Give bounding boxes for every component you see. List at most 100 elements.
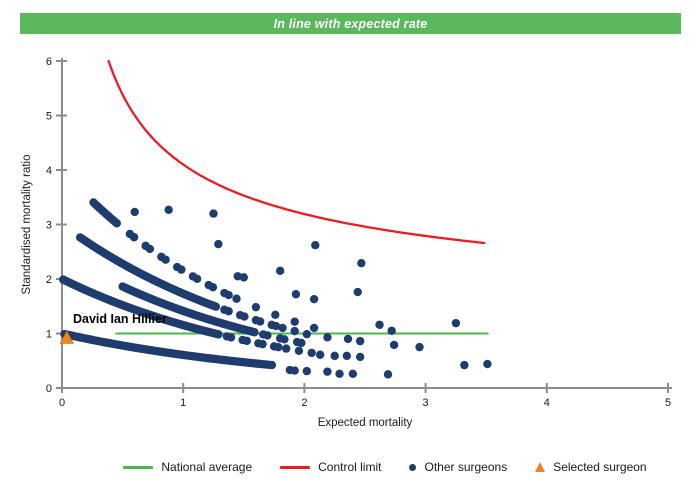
- data-point: [323, 367, 332, 376]
- data-point: [375, 320, 384, 329]
- data-point: [240, 312, 249, 321]
- data-point: [309, 323, 319, 333]
- data-point: [211, 302, 221, 311]
- legend-item-control-limit: Control limit: [280, 460, 381, 474]
- x-tick-label: 5: [665, 397, 671, 409]
- data-point: [226, 333, 236, 342]
- data-point: [389, 340, 399, 350]
- data-point: [250, 328, 259, 337]
- data-point: [387, 326, 396, 335]
- legend-item-national-average: National average: [123, 460, 252, 474]
- data-point: [335, 369, 344, 379]
- data-point: [164, 205, 173, 214]
- data-point: [383, 370, 393, 379]
- data-point: [297, 338, 306, 348]
- y-tick-label: 1: [46, 329, 52, 341]
- funnel-chart: 0 1 2 3 4 5 6 0 1 2 3 4 5 Expected mortality Standardi…: [21, 56, 672, 429]
- data-point: [209, 209, 218, 218]
- data-point: [355, 336, 365, 346]
- control-limit-line: [107, 59, 486, 245]
- data-point: [311, 241, 320, 250]
- data-point: [282, 344, 291, 353]
- data-point: [343, 334, 353, 344]
- data-point: [483, 359, 492, 369]
- data-point: [177, 265, 186, 274]
- data-point: [224, 290, 233, 300]
- legend-label: Control limit: [318, 460, 382, 474]
- x-tick-label: 0: [59, 397, 65, 409]
- y-tick-label: 2: [46, 274, 52, 286]
- data-point: [357, 258, 366, 268]
- legend-label: Other surgeons: [424, 460, 508, 474]
- data-point: [130, 207, 139, 217]
- data-point: [294, 346, 304, 356]
- data-point: [274, 342, 283, 352]
- data-point: [208, 283, 218, 292]
- y-tick-label: 0: [46, 383, 52, 395]
- data-point: [460, 360, 469, 370]
- data-point: [258, 339, 267, 349]
- y-tick-label: 3: [46, 220, 52, 232]
- data-point: [355, 352, 365, 362]
- y-axis-title: Standardised mortality ratio: [21, 155, 33, 295]
- data-point: [112, 219, 121, 228]
- data-point: [302, 329, 312, 339]
- data-point: [330, 351, 339, 361]
- data-point: [290, 317, 299, 326]
- data-point: [451, 318, 461, 328]
- data-point: [323, 333, 332, 342]
- data-point: [214, 239, 223, 249]
- x-tick-label: 4: [544, 397, 550, 409]
- data-point: [302, 366, 312, 376]
- data-point: [353, 287, 362, 297]
- chart-legend: National average Control limit Other surge…: [0, 456, 700, 478]
- x-axis-title: Expected mortality: [318, 417, 413, 429]
- selected-surgeon-label: David Ian Hillier: [73, 312, 167, 326]
- data-point: [145, 244, 155, 254]
- data-point: [214, 330, 223, 339]
- data-point: [315, 350, 325, 359]
- selected-surgeon-marker: [59, 330, 75, 344]
- status-banner: In line with expected rate: [20, 13, 681, 34]
- data-point: [290, 326, 299, 336]
- data-point: [263, 331, 272, 340]
- y-tick-label: 6: [46, 56, 52, 68]
- legend-swatch-line-icon: [280, 465, 311, 469]
- data-point: [307, 348, 316, 358]
- data-point: [255, 317, 265, 326]
- data-point: [280, 335, 289, 344]
- legend-item-selected-surgeon: Selected surgeon: [535, 460, 647, 474]
- data-point: [192, 274, 202, 283]
- data-point: [291, 290, 301, 299]
- data-point: [239, 273, 248, 282]
- data-point: [278, 323, 287, 333]
- legend-label: Selected surgeon: [553, 460, 647, 474]
- data-point: [161, 255, 170, 264]
- data-point: [242, 336, 252, 346]
- legend-swatch-triangle-icon: [535, 462, 546, 472]
- x-tick-label: 2: [301, 397, 307, 409]
- data-point: [348, 369, 358, 379]
- legend-item-other-surgeons: Other surgeons: [409, 460, 507, 474]
- data-point: [251, 302, 261, 312]
- status-banner-text: In line with expected rate: [273, 16, 428, 31]
- data-point: [415, 342, 424, 352]
- data-point: [342, 351, 352, 361]
- data-point: [290, 366, 299, 375]
- legend-label: National average: [161, 460, 253, 474]
- data-point: [224, 307, 233, 316]
- x-tick-label: 1: [180, 397, 186, 409]
- legend-swatch-line-icon: [123, 465, 154, 469]
- data-point: [129, 233, 139, 242]
- data-point: [267, 360, 277, 370]
- x-tick-label: 3: [423, 397, 429, 409]
- data-point: [275, 266, 285, 276]
- legend-swatch-dot-icon: [409, 463, 417, 471]
- data-point: [271, 321, 281, 331]
- y-tick-label: 5: [46, 111, 52, 123]
- y-tick-label: 4: [46, 165, 52, 177]
- data-point: [309, 294, 319, 304]
- data-point: [232, 294, 241, 303]
- data-point: [271, 310, 280, 319]
